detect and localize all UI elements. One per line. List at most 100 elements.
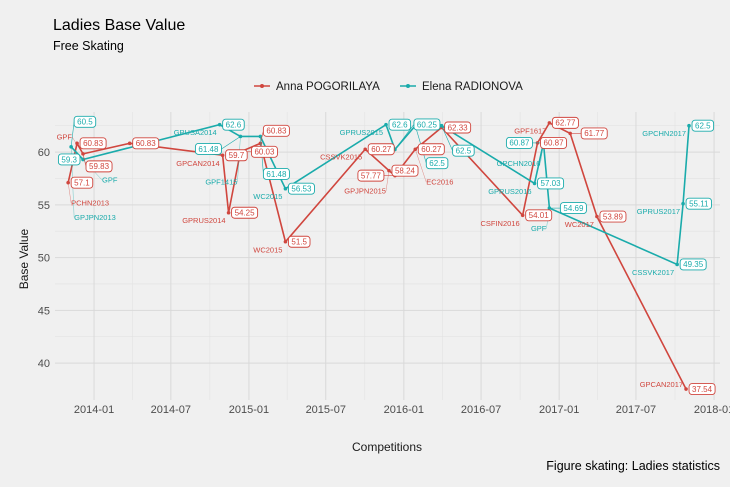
data-point [220, 153, 225, 158]
y-axis-title: Base Value [17, 228, 31, 289]
data-point [547, 121, 552, 125]
data-point [532, 181, 537, 186]
value-label-box [367, 143, 395, 156]
value-label: 57.1 [74, 178, 90, 187]
value-label: 62.5 [695, 122, 711, 131]
value-label: 62.33 [448, 123, 469, 132]
data-point [363, 147, 368, 152]
competition-label: GPRUS2015 [340, 128, 383, 137]
data-point [687, 123, 691, 128]
series-line [67, 121, 687, 390]
x-tick-label: 2018-01 [694, 404, 730, 416]
value-label: 61.48 [266, 170, 287, 179]
leader-line [71, 136, 84, 155]
value-label: 58.24 [395, 166, 416, 175]
value-label: 59.83 [89, 162, 110, 171]
x-axis-title: Competitions [352, 440, 422, 454]
value-label-box [262, 168, 290, 180]
y-tick-label: 40 [38, 358, 50, 370]
competition-label: GPCAN2017 [640, 380, 683, 389]
labels-layer: 57.1 60.83 59.83 60.83 59.7 54.25 60.03 60.83 51… [57, 115, 716, 395]
legend-label: Elena RADIONOVA [422, 81, 523, 93]
data-point [520, 213, 525, 218]
value-label: 56.53 [291, 184, 312, 193]
data-point [217, 122, 222, 127]
y-tick-label: 55 [38, 200, 50, 212]
value-label-box [413, 118, 441, 131]
data-point [675, 262, 679, 267]
value-label: 51.5 [291, 238, 307, 247]
x-tick-label: 2015-01 [229, 404, 269, 416]
leader-line [82, 153, 87, 167]
x-tick-label: 2016-01 [384, 404, 424, 416]
value-label: 60.03 [254, 148, 275, 157]
value-label: 53.89 [603, 212, 624, 221]
value-label: 62.6 [226, 120, 242, 129]
legend-marker [406, 84, 410, 88]
value-label: 60.83 [83, 139, 104, 148]
competition-label: GPF1415 [205, 177, 237, 186]
value-label-box [251, 145, 278, 158]
value-label-box [551, 116, 579, 129]
value-label-box [679, 258, 707, 271]
value-label-box [287, 182, 315, 195]
caption: Figure skating: Ladies statistics [546, 459, 720, 473]
leader-line [415, 149, 427, 183]
value-label-box [537, 177, 565, 190]
y-tick-label: 60 [38, 147, 50, 159]
competition-label: GPRUS2016 [488, 187, 531, 196]
competition-label: GPCHN2016 [497, 159, 541, 168]
value-label: 59.7 [229, 151, 245, 160]
x-tick-label: 2014-01 [74, 404, 114, 416]
value-label: 60.83 [266, 127, 287, 136]
competition-label: CSSVK2017 [632, 268, 674, 277]
value-label: 61.77 [584, 129, 605, 138]
value-label: 59.3 [61, 155, 77, 164]
competition-label: WC2015 [253, 245, 282, 254]
value-label-box [417, 143, 445, 156]
value-label: 55.11 [689, 199, 709, 208]
value-label: 60.5 [77, 118, 93, 127]
value-label-box [685, 197, 712, 210]
value-label: 54.25 [235, 209, 256, 218]
value-label: 54.69 [563, 204, 584, 213]
value-label-box [225, 149, 248, 162]
competition-label: GPCAN2014 [176, 159, 219, 168]
chart-subtitle: Free Skating [53, 39, 124, 53]
value-label: 60.27 [371, 145, 392, 154]
value-label: 37.54 [692, 385, 713, 394]
value-label-box [287, 235, 311, 248]
data-point [684, 387, 688, 391]
competition-label: GPF [57, 132, 73, 141]
value-label-box [194, 143, 222, 155]
competition-label: GPRUS2017 [637, 207, 680, 216]
competition-label: GPF1617 [514, 126, 546, 135]
value-label-box [357, 169, 385, 182]
value-label: 57.77 [361, 171, 382, 180]
value-label-box [132, 137, 160, 150]
value-label: 54.01 [529, 211, 550, 220]
leader-line [441, 125, 453, 151]
data-point [681, 201, 685, 206]
competition-label: GPUSA2014 [174, 128, 217, 137]
legend: Anna POGORILAYA Elena RADIONOVA [252, 76, 523, 96]
value-label-box [691, 119, 715, 132]
x-tick-label: 2015-07 [306, 404, 346, 416]
x-tick-label: 2016-07 [461, 404, 501, 416]
legend-marker [260, 84, 264, 88]
competition-label: GPF [102, 175, 118, 184]
value-label-box [505, 136, 533, 149]
data-point [439, 123, 444, 128]
value-label-box [222, 118, 245, 131]
x-tick-label: 2014-07 [151, 404, 191, 416]
value-label-box [231, 206, 259, 219]
data-point [283, 239, 288, 244]
value-label-box [580, 127, 608, 140]
value-label-box [688, 383, 716, 395]
value-label-box [599, 210, 627, 223]
value-label-box [79, 137, 107, 150]
competition-label: GPJPN2013 [74, 213, 116, 222]
leader-line [385, 170, 390, 192]
competition-label: GPJPN2015 [344, 187, 386, 196]
value-label: 60.27 [421, 145, 442, 154]
